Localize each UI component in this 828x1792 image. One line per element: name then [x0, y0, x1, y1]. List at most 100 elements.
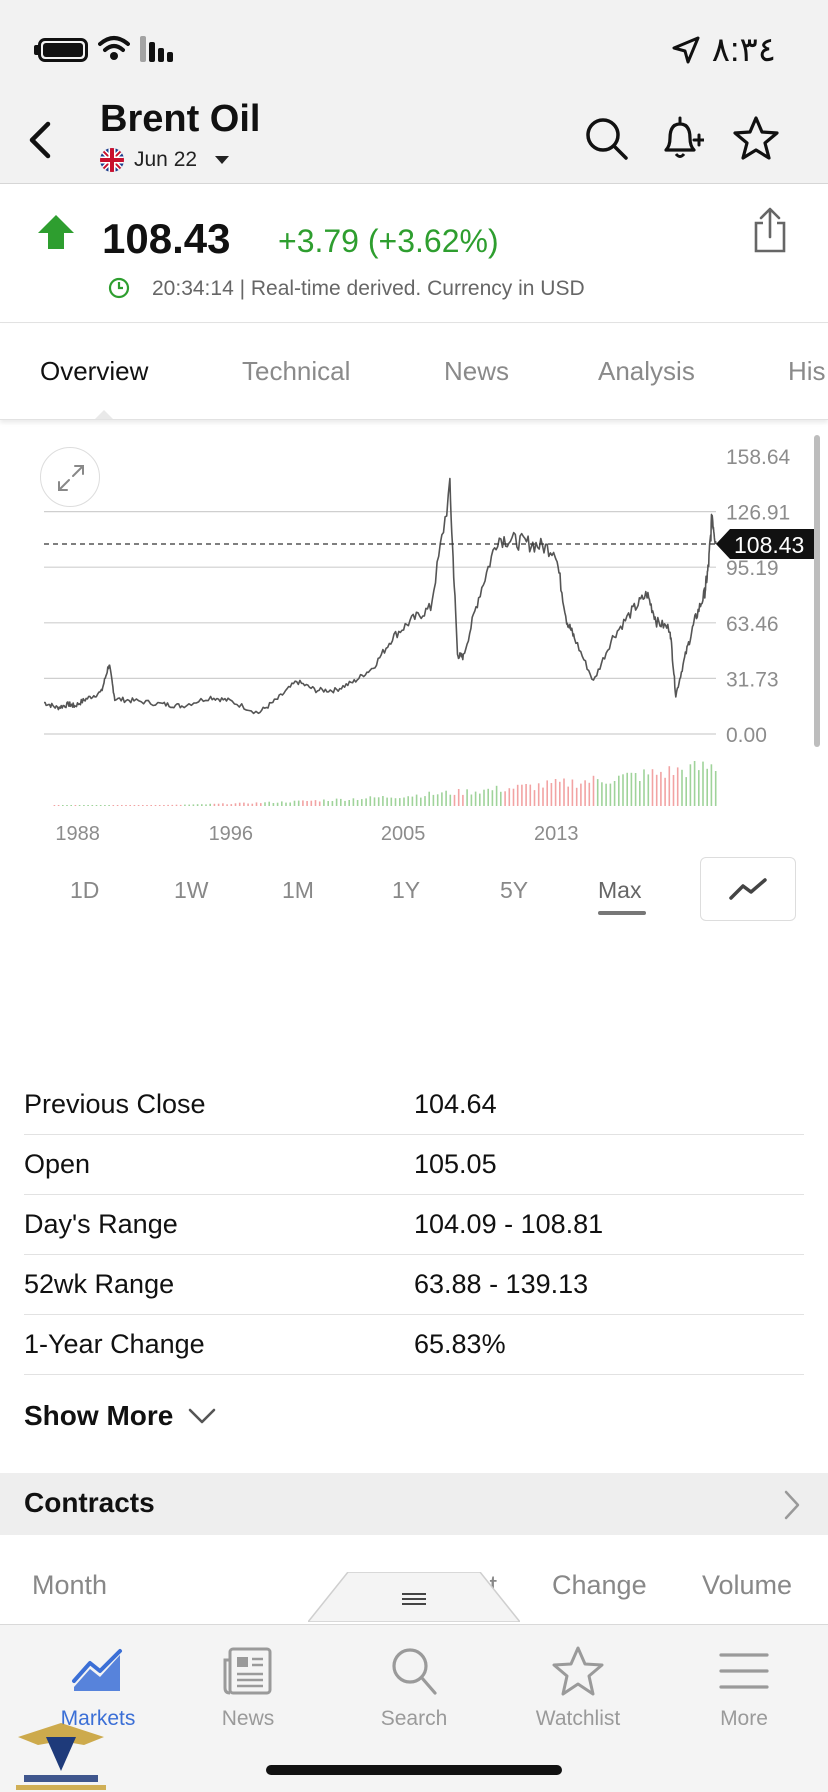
y-tick-label: 95.19 — [726, 557, 779, 580]
volume-bar — [428, 791, 430, 806]
stat-value: 104.64 — [414, 1089, 497, 1119]
volume-bar — [655, 774, 658, 806]
search-icon[interactable] — [582, 114, 630, 162]
x-tick-label: 1996 — [209, 823, 254, 841]
range-1w[interactable]: 1W — [174, 877, 209, 903]
time-range-selector: 1D 1W 1M 1Y 5Y Max — [0, 855, 828, 925]
add-alert-bell-icon[interactable] — [656, 114, 704, 162]
volume-bar — [91, 805, 94, 806]
chart-scrollbar[interactable] — [814, 435, 820, 747]
volume-bar — [62, 805, 64, 806]
dropdown-caret-icon — [215, 156, 230, 164]
stat-value: 105.05 — [414, 1149, 497, 1179]
column-month: Month — [32, 1570, 108, 1600]
nav-watchlist[interactable]: Watchlist — [508, 1641, 648, 1731]
volume-bar — [596, 779, 599, 806]
volume-bar — [171, 804, 174, 806]
stat-value: 104.09 - 108.81 — [414, 1209, 604, 1239]
volume-bar — [142, 805, 144, 806]
stat-row-open: Open 105.05 — [24, 1135, 804, 1195]
drawer-pull-handle[interactable] — [308, 1572, 520, 1622]
volume-bar — [209, 803, 211, 806]
volume-bar — [175, 804, 178, 806]
volume-bar — [639, 781, 641, 806]
volume-bar — [230, 804, 233, 806]
volume-bar — [445, 790, 447, 806]
x-tick-label: 2005 — [381, 823, 426, 841]
price-up-arrow-icon — [38, 215, 74, 249]
tab-technical[interactable]: Technical — [242, 356, 351, 386]
search-icon — [392, 1648, 437, 1695]
battery-icon — [38, 38, 88, 62]
stat-row-52wk-range: 52wk Range 63.88 - 139.13 — [24, 1255, 804, 1315]
contract-month-selector[interactable]: Jun 22 — [100, 148, 230, 172]
volume-bar — [698, 770, 700, 806]
nav-more[interactable]: More — [674, 1641, 814, 1731]
volume-bar — [504, 791, 506, 806]
star-watchlist-icon[interactable] — [732, 114, 780, 162]
nav-news[interactable]: News — [178, 1641, 318, 1731]
stat-row-1-year-change: 1-Year Change 65.83% — [24, 1315, 804, 1375]
range-1d[interactable]: 1D — [70, 877, 100, 903]
volume-bar — [542, 787, 544, 806]
volume-bar — [201, 804, 203, 806]
volume-bar — [563, 778, 565, 806]
battery-nub — [34, 45, 38, 55]
status-time: ٨:٣٤ — [711, 31, 776, 69]
stat-label: Open — [24, 1149, 91, 1179]
instrument-header: Brent Oil Jun 22 — [0, 96, 828, 184]
volume-bar — [158, 805, 161, 806]
tab-news[interactable]: News — [444, 356, 510, 386]
range-5y[interactable]: 5Y — [500, 877, 529, 903]
expand-arrows-icon — [58, 465, 84, 491]
volume-bar — [512, 788, 515, 806]
range-1m[interactable]: 1M — [282, 877, 314, 903]
volume-bar — [272, 803, 275, 806]
price-change: +3.79 (+3.62%) — [278, 223, 499, 259]
volume-bar — [281, 801, 283, 806]
contracts-section-header[interactable]: Contracts — [0, 1473, 828, 1535]
tab-historical[interactable]: His — [788, 356, 826, 386]
volume-bar — [306, 801, 308, 806]
volume-bar — [87, 805, 89, 806]
volume-bar — [643, 769, 645, 806]
nav-markets[interactable]: Markets — [28, 1641, 168, 1731]
section-tabs: Overview Technical News Analysis His — [0, 324, 828, 420]
expand-chart-button[interactable] — [40, 447, 100, 507]
y-tick-label: 126.91 — [726, 502, 790, 525]
volume-bar — [567, 786, 569, 806]
active-range-underline — [598, 911, 646, 915]
tab-overview[interactable]: Overview — [40, 356, 149, 386]
volume-bar — [243, 802, 245, 806]
volume-bar — [529, 784, 532, 806]
price-chart[interactable]: 158.64 126.91 95.19 63.46 31.73 0.00 108.43 198… — [0, 421, 828, 941]
nav-label: Watchlist — [535, 1707, 621, 1730]
volume-bar — [676, 767, 679, 806]
volume-bar — [205, 804, 207, 806]
volume-bar — [685, 777, 687, 806]
show-more-button[interactable]: Show More — [24, 1400, 217, 1432]
tab-analysis[interactable]: Analysis — [598, 356, 695, 386]
nav-label: Search — [380, 1707, 448, 1730]
home-indicator[interactable] — [266, 1765, 562, 1775]
chart-type-button[interactable] — [700, 857, 796, 921]
volume-bar — [672, 775, 675, 806]
volume-bar — [702, 761, 704, 806]
active-tab-pointer — [94, 410, 114, 419]
nav-search[interactable]: Search — [344, 1641, 484, 1731]
volume-bar — [251, 803, 254, 806]
volume-bar — [571, 779, 574, 806]
y-tick-label: 158.64 — [726, 446, 791, 469]
volume-bar — [285, 802, 287, 806]
volume-bar — [479, 793, 481, 806]
price-quote: 108.43 +3.79 (+3.62%) 20:34:14 | Real-ti… — [0, 185, 828, 323]
share-icon[interactable] — [750, 207, 790, 253]
volume-bar — [466, 789, 468, 806]
volume-bar — [327, 801, 329, 806]
volume-bar — [293, 800, 296, 806]
volume-bar — [634, 773, 637, 806]
range-max[interactable]: Max — [598, 877, 642, 903]
range-1y[interactable]: 1Y — [392, 877, 421, 903]
back-chevron-icon[interactable] — [22, 116, 58, 164]
location-arrow-icon — [672, 36, 700, 64]
